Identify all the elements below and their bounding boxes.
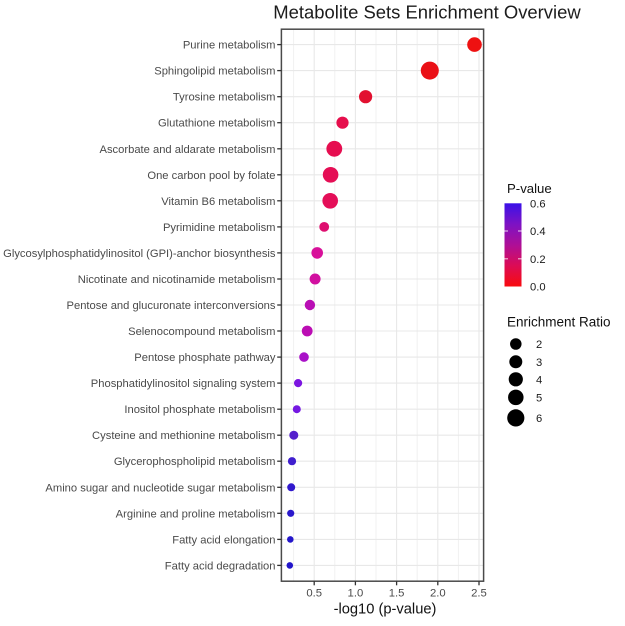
svg-text:Glycosylphosphatidylinositol (: Glycosylphosphatidylinositol (GPI)-ancho… <box>3 248 276 260</box>
svg-text:Vitamin B6 metabolism: Vitamin B6 metabolism <box>161 196 275 208</box>
svg-text:-log10 (p-value): -log10 (p-value) <box>334 602 437 618</box>
svg-text:Cysteine and methionine metabo: Cysteine and methionine metabolism <box>92 430 275 442</box>
svg-text:Pentose and glucuronate interc: Pentose and glucuronate interconversions <box>67 300 276 312</box>
svg-text:2: 2 <box>536 339 542 351</box>
svg-text:6: 6 <box>536 413 542 425</box>
svg-text:Fatty acid degradation: Fatty acid degradation <box>165 560 276 572</box>
svg-text:Purine metabolism: Purine metabolism <box>183 40 276 52</box>
svg-text:Nicotinate and nicotinamide me: Nicotinate and nicotinamide metabolism <box>78 274 276 286</box>
svg-text:Glutathione metabolism: Glutathione metabolism <box>158 118 276 130</box>
svg-text:Inositol phosphate metabolism: Inositol phosphate metabolism <box>124 404 275 416</box>
svg-text:Glycerophospholipid metabolism: Glycerophospholipid metabolism <box>114 456 276 468</box>
svg-text:Phosphatidylinositol signaling: Phosphatidylinositol signaling system <box>91 378 276 390</box>
svg-text:2.5: 2.5 <box>471 588 487 600</box>
svg-text:1.5: 1.5 <box>389 588 405 600</box>
svg-text:2.0: 2.0 <box>430 588 446 600</box>
svg-text:Pyrimidine metabolism: Pyrimidine metabolism <box>163 222 276 234</box>
svg-text:Amino sugar and nucleotide sug: Amino sugar and nucleotide sugar metabol… <box>45 482 275 494</box>
svg-text:1.0: 1.0 <box>348 588 364 600</box>
svg-text:Arginine and proline metabolis: Arginine and proline metabolism <box>116 508 276 520</box>
svg-text:0.2: 0.2 <box>530 254 546 266</box>
svg-text:Sphingolipid metabolism: Sphingolipid metabolism <box>154 66 275 78</box>
svg-text:P-value: P-value <box>507 181 552 196</box>
svg-text:Selenocompound metabolism: Selenocompound metabolism <box>128 326 275 338</box>
svg-text:4: 4 <box>536 374 542 386</box>
svg-text:0.6: 0.6 <box>530 198 546 210</box>
svg-text:Fatty acid elongation: Fatty acid elongation <box>172 534 275 546</box>
svg-text:Pentose phosphate pathway: Pentose phosphate pathway <box>134 352 276 364</box>
svg-text:0.4: 0.4 <box>530 226 546 238</box>
svg-text:Metabolite Sets Enrichment Ove: Metabolite Sets Enrichment Overview <box>273 2 581 23</box>
svg-text:Enrichment Ratio: Enrichment Ratio <box>507 314 611 329</box>
svg-text:Ascorbate and aldarate metabol: Ascorbate and aldarate metabolism <box>100 144 276 156</box>
svg-text:3: 3 <box>536 357 542 369</box>
svg-text:Tyrosine metabolism: Tyrosine metabolism <box>173 92 276 104</box>
svg-text:0.0: 0.0 <box>530 282 546 294</box>
svg-text:0.5: 0.5 <box>306 588 322 600</box>
svg-text:5: 5 <box>536 392 542 404</box>
svg-text:One carbon pool by folate: One carbon pool by folate <box>147 170 275 182</box>
